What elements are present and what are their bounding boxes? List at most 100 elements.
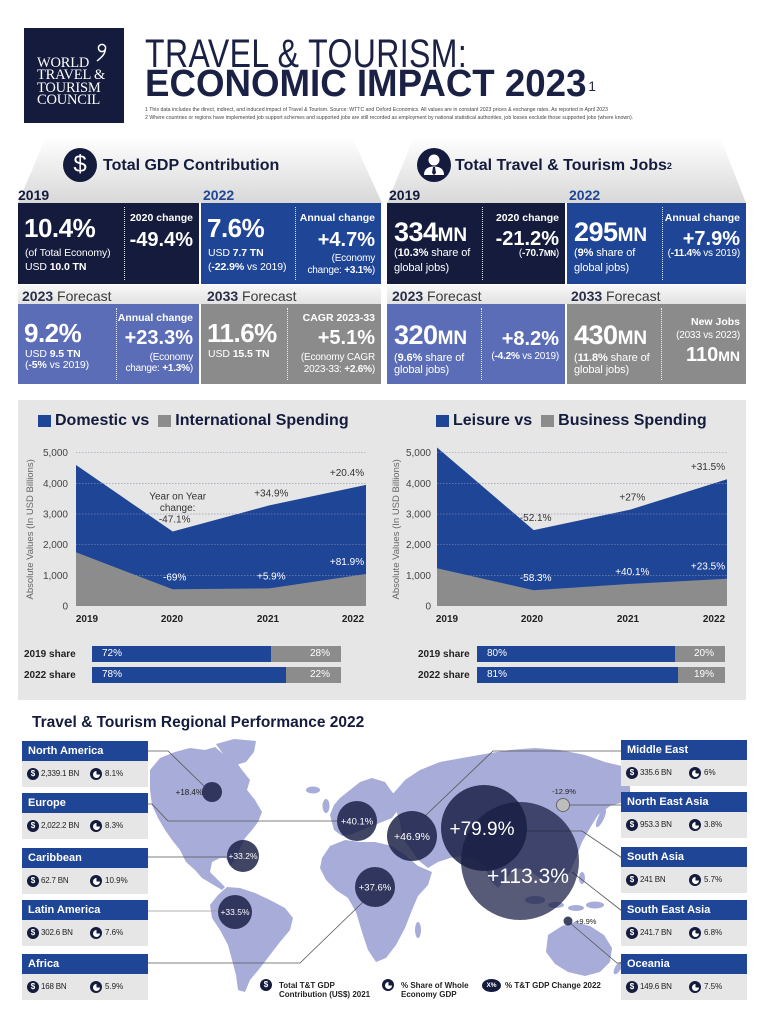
legend-line: Economy GDP [401, 989, 457, 999]
sub-text: vs 2019) [46, 358, 90, 371]
share-row: 2019 share 72% 28% [24, 646, 341, 662]
gdp-2019-usd: USD 10.0 TN [25, 261, 86, 274]
note-text: vs 2019) [519, 350, 559, 362]
chart-note: change: [160, 503, 196, 514]
x-tick-label: 2020 [161, 614, 184, 625]
note-text: (2033 vs 2023) [676, 329, 740, 341]
connector-middle-east [424, 750, 630, 817]
region-name: South Asia [621, 847, 747, 867]
jobs-forecast-2033-label: 2033 Forecast [571, 288, 661, 304]
note-text: (Economy [331, 252, 376, 264]
dollar-icon [27, 820, 39, 832]
jobs-2019-value: 334MN [394, 218, 467, 250]
region-name: North East Asia [621, 792, 747, 812]
y-tick-label: 3,000 [43, 510, 68, 521]
gdp-2033-economy-cagr: 2023-33: +2.6%) [304, 363, 375, 376]
sub-text: global jobs) [574, 261, 630, 274]
legend-line: % T&T GDP Change 2022 [505, 981, 601, 990]
jobs-2033-forecast-box: 430MN (11.8% share of global jobs) New J… [567, 304, 746, 384]
legend-economy-share: % Share of Whole Economy GDP [401, 981, 469, 999]
jobs-2022-vs-2019: (-11.4% vs 2019) [668, 247, 741, 260]
gdp-2023-value: 9.2% [24, 318, 82, 348]
value-unit: MN [617, 225, 648, 246]
note-text: change: [307, 264, 345, 276]
jobs-2019-change-abs: (-70.7MN) [519, 247, 559, 260]
footnote-1: 1 This data includes the direct, indirec… [145, 106, 608, 113]
sub-text: vs 2019) [244, 260, 287, 273]
gdp-2023-change-label: Annual change [117, 312, 193, 324]
share-row: 2022 share 78% 22% [24, 667, 341, 683]
region-stats: 2,022.2 BN 8.3% [22, 813, 148, 839]
sub-text: USD [208, 347, 233, 360]
share-row: 2022 share 81% 19% [418, 667, 725, 683]
sub-text: (of Total Economy) [25, 246, 111, 259]
connector-lines [148, 750, 630, 964]
wttc-logo: WORLD TRAVEL & TOURISM COUNCIL [24, 28, 124, 123]
region-name: Oceania [621, 954, 747, 974]
dollar-icon [626, 767, 638, 779]
sub-text: USD [25, 260, 50, 273]
jobs-forecast-2023-label: 2023 Forecast [392, 288, 482, 304]
japan-shape [595, 808, 607, 828]
y-tick-label: 5,000 [406, 448, 431, 459]
footnote-2: 2 Where countries or regions have implem… [145, 114, 634, 121]
sub-bold: 9.6% [397, 351, 423, 364]
data-label: +31.5% [691, 462, 725, 473]
change-label-europe: +40.1% [341, 817, 374, 828]
x-tick-label: 2021 [617, 614, 640, 625]
note-text: vs 2019) [700, 247, 740, 259]
logo-wordmark: WORLD TRAVEL & TOURISM COUNCIL [37, 56, 105, 108]
gdp-2019-change-value: -49.4% [129, 229, 193, 252]
connector-south-east-asia [571, 871, 623, 912]
regional-section-title: Travel & Tourism Regional Performance 20… [32, 714, 365, 731]
y-tick-label: 0 [425, 602, 431, 613]
dollar-icon [626, 819, 638, 831]
region-gdp: 2,339.1 BN [41, 769, 80, 778]
dollar-icon [27, 875, 39, 887]
share-label: 2019 share [418, 648, 470, 660]
data-label: +27% [619, 493, 645, 504]
forecast-year: 2033 [207, 288, 239, 304]
chart-leisure-vs-business: 0 1,000 2,000 3,000 4,000 5,000 2019 2020 2021 20… [391, 447, 727, 625]
bubble-middle-east [387, 811, 437, 861]
change-label-caribbean: +33.2% [228, 851, 258, 861]
jobs-2022-change-label: Annual change [664, 212, 740, 224]
gdp-2023-economy-change: change: +1.3%) [125, 362, 193, 375]
iceland-shape [306, 786, 320, 794]
change-bubbles: +113.3% +79.9% +46.9% +40.1% +37.6% +33.… [176, 782, 597, 929]
australia-shape [546, 922, 612, 976]
gdp-2023-vs-2019: (-5% vs 2019) [25, 359, 89, 372]
bubble-north-america [202, 782, 222, 802]
legend-label-domestic: Domestic vs [55, 412, 150, 429]
region-gdp: 302.6 BN [41, 928, 73, 937]
change-label-south-east-asia: +113.3% [487, 865, 569, 888]
change-label-north-east-asia: -12.9% [552, 787, 576, 796]
area-international [76, 552, 366, 606]
share-bar: 80% 20% [477, 646, 725, 662]
gdp-2023-forecast-box: 9.2% USD 9.5 TN (-5% vs 2019) Annual cha… [18, 304, 199, 384]
note-bold: -11.4% [670, 247, 701, 259]
dollar-icon [626, 927, 638, 939]
forecast-year: 2023 [22, 288, 54, 304]
value-number: 295 [574, 217, 618, 247]
jobs-2022-share: (9% share of [574, 247, 635, 260]
gdp-2022-usd: USD 7.7 TN [208, 247, 264, 260]
share-label: 2022 share [418, 669, 470, 681]
gdp-2022-change-value: +4.7% [317, 229, 375, 252]
region-card-africa: Africa 168 BN 5.9% [22, 954, 148, 1000]
region-gdp: 62.7 BN [41, 876, 69, 885]
y-axis-label: Absolute Values (In USD Billions) [25, 459, 36, 599]
dollar-icon [626, 981, 638, 993]
forecast-word: Forecast [238, 288, 297, 304]
region-gdp: 241.7 BN [640, 928, 672, 937]
value-unit: MN [437, 327, 468, 349]
spending-charts: 0 1,000 2,000 3,000 4,000 5,000 2019 2020 2021 20… [25, 447, 727, 625]
jobs-2019-share-cont: global jobs) [394, 262, 449, 275]
jobs-2023-value: 320MN [394, 321, 467, 353]
sub-text: global jobs) [394, 363, 450, 376]
note-text: ) [189, 362, 193, 374]
region-name: Latin America [22, 900, 148, 920]
share-bars-leisure-business: 2019 share 80% 20% 2022 share 81% 19% [418, 646, 725, 688]
divider [661, 308, 662, 380]
bubble-africa [355, 867, 395, 907]
